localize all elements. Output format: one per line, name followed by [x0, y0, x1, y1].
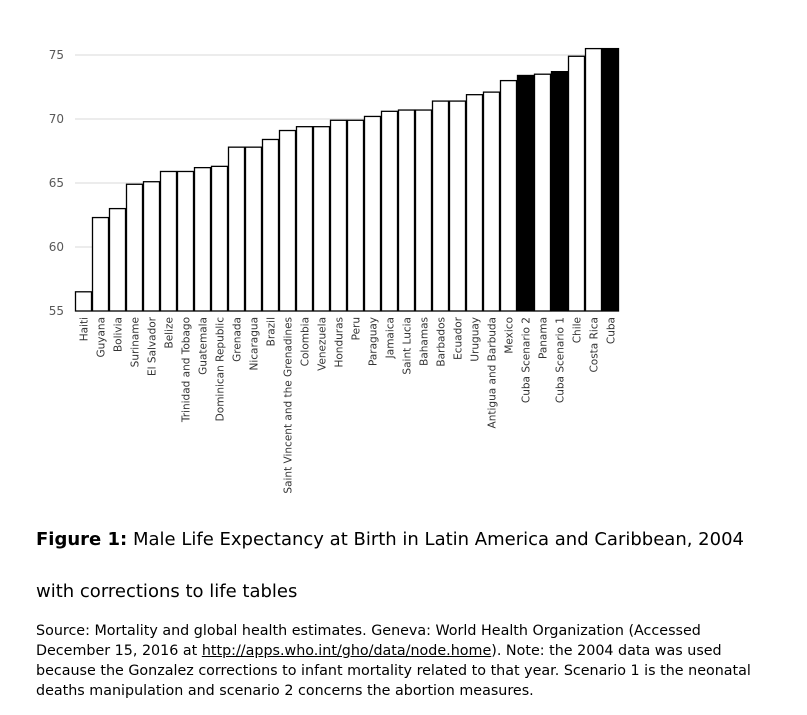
bar [295, 126, 314, 312]
x-axis: Haiti Guyana Bolivia Suriname El Salvador Bel… [79, 316, 618, 493]
x-tick-label: Jamaica [385, 317, 397, 359]
bar [176, 170, 195, 312]
figure-label: Figure 1: [36, 529, 128, 550]
bar [261, 138, 280, 312]
bar [516, 74, 535, 312]
bar-chart: 55 60 65 70 75 Haiti Guyana Bolivia Suriname El … [49, 47, 620, 494]
x-tick-label: Bahamas [419, 317, 431, 366]
bar [499, 79, 518, 312]
bars [74, 47, 620, 312]
x-tick-label: Brazil [266, 317, 278, 346]
x-tick-label: Chile [572, 317, 584, 343]
x-tick-label: Cuba Scenario 2 [521, 317, 533, 403]
x-tick-label: Cuba [606, 317, 618, 344]
figure-caption-text: Male Life Expectancy at Birth in Latin A… [36, 529, 744, 602]
bar [482, 91, 501, 312]
y-tick-label: 60 [49, 240, 64, 254]
bar [533, 73, 552, 312]
y-axis: 55 60 65 70 75 [49, 48, 64, 318]
x-tick-label: Peru [351, 317, 363, 340]
bar [397, 109, 416, 312]
x-tick-label: Trinidad and Tobago [181, 317, 193, 423]
x-tick-label: Ecuador [453, 316, 465, 360]
x-tick-label: Haiti [79, 317, 91, 341]
x-tick-label: Barbados [436, 317, 448, 367]
bar [414, 109, 433, 312]
x-tick-label: Mexico [504, 317, 516, 354]
y-tick-label: 75 [49, 48, 64, 62]
bar [159, 170, 178, 312]
bar [448, 100, 467, 312]
x-tick-label: Dominican Republic [215, 317, 227, 422]
x-tick-label: Guatemala [198, 317, 210, 375]
y-tick-label: 55 [49, 304, 64, 318]
bar [74, 291, 93, 312]
x-tick-label: Uruguay [470, 317, 482, 362]
x-tick-label: El Salvador [147, 316, 159, 376]
bar [312, 126, 331, 312]
x-tick-label: Saint Lucia [402, 317, 414, 375]
source-text-after: ). Note: the 2004 data was used because … [36, 643, 751, 699]
bar [363, 115, 382, 312]
source-link[interactable]: http://apps.who.int/gho/data/node.home [201, 643, 492, 659]
bar [550, 70, 569, 312]
bar [227, 146, 246, 312]
x-tick-label: Antigua and Barbuda [487, 317, 499, 428]
bar [584, 47, 603, 312]
x-tick-label: Grenada [232, 317, 244, 362]
figure-caption: Figure 1: Male Life Expectancy at Birth … [36, 514, 776, 618]
bar [465, 94, 484, 312]
bar [380, 110, 399, 312]
y-tick-label: 70 [49, 112, 64, 126]
bar [210, 165, 229, 312]
x-tick-label: Colombia [300, 317, 312, 366]
x-tick-label: Cuba Scenario 1 [555, 317, 567, 403]
x-tick-label: Guyana [96, 317, 108, 358]
x-tick-label: Saint Vincent and the Grenadines [283, 317, 295, 494]
x-tick-label: Nicaragua [249, 317, 261, 370]
bar [567, 55, 586, 312]
bar [125, 183, 144, 312]
x-tick-label: Costa Rica [589, 317, 601, 373]
x-tick-label: Honduras [334, 317, 346, 368]
x-tick-label: Panama [538, 317, 550, 359]
x-tick-label: Belize [164, 317, 176, 348]
x-tick-label: Venezuela [317, 317, 329, 371]
source-note: Source: Mortality and global health esti… [36, 621, 776, 701]
bar [142, 181, 161, 312]
bar [329, 119, 348, 312]
bar [108, 207, 127, 312]
bar [193, 166, 212, 312]
bar [91, 216, 110, 312]
y-tick-label: 65 [49, 176, 64, 190]
bar [601, 47, 620, 312]
x-tick-label: Suriname [130, 317, 142, 367]
source-text-before: Source: Mortality and global health esti… [36, 623, 701, 659]
bar [431, 100, 450, 312]
bar [346, 119, 365, 312]
x-tick-label: Paraguay [368, 317, 380, 366]
bar [278, 129, 297, 312]
x-tick-label: Bolivia [113, 317, 125, 352]
bar [244, 146, 263, 312]
